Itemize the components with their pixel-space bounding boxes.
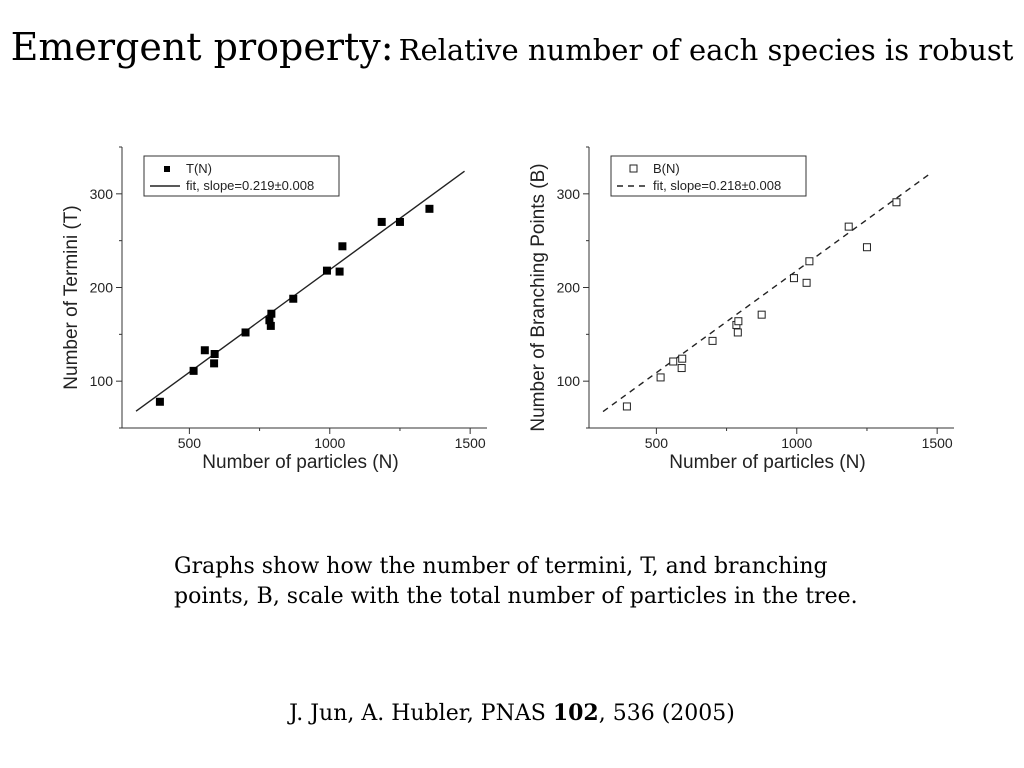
title-sub: Relative number of each species is robus… — [398, 33, 1014, 67]
data-point — [802, 278, 811, 287]
fit-line — [602, 174, 930, 413]
figure-caption: Graphs show how the number of termini, T… — [174, 554, 858, 609]
data-point — [734, 317, 743, 326]
data-point — [189, 366, 198, 375]
data-point — [677, 364, 686, 373]
y-tick-label: 100 — [557, 373, 581, 389]
data-point — [757, 310, 766, 319]
data-point — [289, 294, 298, 303]
title-main: Emergent property: — [10, 25, 394, 69]
x-tick-label: 1000 — [781, 435, 812, 451]
data-point — [265, 316, 274, 325]
data-point — [789, 274, 798, 283]
legend-series-label: B(N) — [653, 161, 680, 176]
x-tick-label: 500 — [645, 435, 669, 451]
data-point — [377, 217, 386, 226]
data-point — [267, 309, 276, 318]
legend — [610, 155, 807, 197]
legend-fit-label: fit, slope=0.218±0.008 — [653, 178, 781, 193]
data-point — [656, 373, 665, 382]
data-point — [708, 336, 717, 345]
x-tick-label: 1500 — [922, 435, 953, 451]
data-point — [210, 350, 219, 359]
citation-volume: 102 — [552, 700, 599, 726]
citation-authors: J. Jun, A. Hubler, PNAS — [289, 701, 553, 726]
legend — [143, 155, 340, 197]
x-axis-label: Number of particles (N) — [669, 452, 865, 473]
data-point — [862, 243, 871, 252]
data-point — [338, 242, 347, 251]
chart-svg: 500 1000 1500 100 200 300 Number of particles … — [61, 146, 487, 473]
x-axis-label: Number of particles (N) — [202, 452, 398, 473]
data-point — [210, 359, 219, 368]
citation: J. Jun, A. Hubler, PNAS 102, 536 (2005) — [0, 700, 1024, 726]
legend-marker — [164, 166, 170, 172]
data-point — [892, 198, 901, 207]
chart-svg: 500 1000 1500 100 200 300 Number of particles … — [528, 146, 954, 473]
data-point — [425, 204, 434, 213]
data-point — [395, 217, 404, 226]
legend-series-label: T(N) — [186, 161, 212, 176]
data-point — [669, 357, 678, 366]
x-tick-label: 1000 — [314, 435, 345, 451]
data-point — [200, 346, 209, 355]
y-tick-label: 200 — [90, 280, 114, 296]
x-tick-label: 500 — [178, 435, 202, 451]
data-point — [733, 328, 742, 337]
data-point — [241, 328, 250, 337]
termini-chart: 500 1000 1500 100 200 300 Number of particles … — [55, 140, 515, 480]
data-point — [622, 402, 631, 411]
y-tick-label: 300 — [90, 186, 114, 202]
y-tick-label: 300 — [557, 186, 581, 202]
x-tick-label: 1500 — [455, 435, 486, 451]
data-point — [844, 222, 853, 231]
legend-marker — [629, 164, 638, 173]
legend-fit-label: fit, slope=0.219±0.008 — [186, 178, 314, 193]
y-axis-label: Number of Termini (T) — [61, 205, 82, 389]
data-point — [805, 257, 814, 266]
data-point — [266, 321, 275, 330]
branching-points-chart: 500 1000 1500 100 200 300 Number of particles … — [522, 140, 982, 480]
slide-title: Emergent property: Relative number of ea… — [0, 22, 1024, 80]
citation-pages-year: , 536 (2005) — [598, 701, 735, 726]
y-tick-label: 200 — [557, 280, 581, 296]
data-point — [322, 266, 331, 275]
data-point — [678, 354, 687, 363]
fit-line — [135, 170, 465, 412]
data-point — [155, 397, 164, 406]
data-point — [335, 267, 344, 276]
y-axis-label: Number of Branching Points (B) — [528, 163, 549, 431]
y-tick-label: 100 — [90, 373, 114, 389]
